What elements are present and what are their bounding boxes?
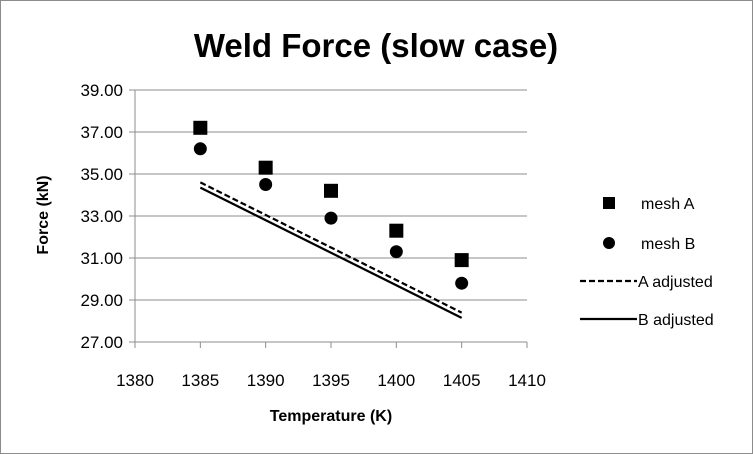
legend-swatch-mesh-a bbox=[603, 197, 615, 209]
y-tick-label: 33.00 bbox=[80, 207, 123, 226]
series-line-b-adjusted bbox=[199, 186, 463, 319]
legend-swatch-mesh-b bbox=[603, 237, 615, 249]
legend-label-a-adjusted: A adjusted bbox=[638, 274, 713, 291]
data-point-mesh-a bbox=[324, 183, 338, 198]
chart-title: Weld Force (slow case) bbox=[194, 27, 558, 64]
legend-label-mesh-a: mesh A bbox=[641, 196, 695, 213]
x-axis-label: Temperature (K) bbox=[270, 408, 392, 425]
data-point-mesh-b bbox=[324, 211, 338, 225]
legend-label-b-adjusted: B adjusted bbox=[638, 312, 714, 329]
y-tick-label: 37.00 bbox=[80, 123, 123, 142]
x-tick-label: 1410 bbox=[508, 371, 546, 390]
series-group bbox=[193, 120, 469, 319]
y-tick-label: 29.00 bbox=[80, 291, 123, 310]
data-point-mesh-a bbox=[258, 160, 273, 175]
y-tick-label: 27.00 bbox=[80, 333, 123, 352]
data-point-mesh-a bbox=[193, 120, 208, 135]
legend-item-mesh-a: mesh A bbox=[603, 196, 695, 213]
y-tick-label: 35.00 bbox=[80, 165, 123, 184]
data-point-mesh-b bbox=[259, 178, 273, 191]
data-point-mesh-b bbox=[455, 276, 469, 290]
legend-item-b-adjusted: B adjusted bbox=[580, 312, 714, 329]
data-point-mesh-a bbox=[389, 223, 404, 238]
axes bbox=[134, 90, 528, 348]
x-tick-label: 1390 bbox=[247, 371, 285, 390]
tick-labels: 27.00 29.00 31.00 33.00 35.00 37.00 39.00 1380 1… bbox=[80, 81, 545, 390]
x-tick-label: 1380 bbox=[116, 371, 154, 390]
x-tick-label: 1400 bbox=[377, 371, 415, 390]
legend-item-a-adjusted: A adjusted bbox=[580, 274, 713, 291]
data-point-mesh-a bbox=[454, 253, 469, 268]
x-tick-label: 1405 bbox=[443, 371, 481, 390]
legend-label-mesh-b: mesh B bbox=[641, 236, 695, 253]
y-tick-label: 31.00 bbox=[80, 249, 123, 268]
x-tick-label: 1385 bbox=[181, 371, 219, 390]
x-tick-label: 1395 bbox=[312, 371, 350, 390]
legend-item-mesh-b: mesh B bbox=[603, 236, 695, 253]
data-point-mesh-b bbox=[193, 142, 207, 156]
y-axis-label: Force (kN) bbox=[35, 175, 52, 254]
y-tick-label: 39.00 bbox=[80, 81, 123, 100]
data-point-mesh-b bbox=[389, 245, 403, 259]
series-line-a-adjusted bbox=[199, 181, 463, 314]
legend: mesh A mesh B A adjusted B adjusted bbox=[580, 196, 714, 329]
